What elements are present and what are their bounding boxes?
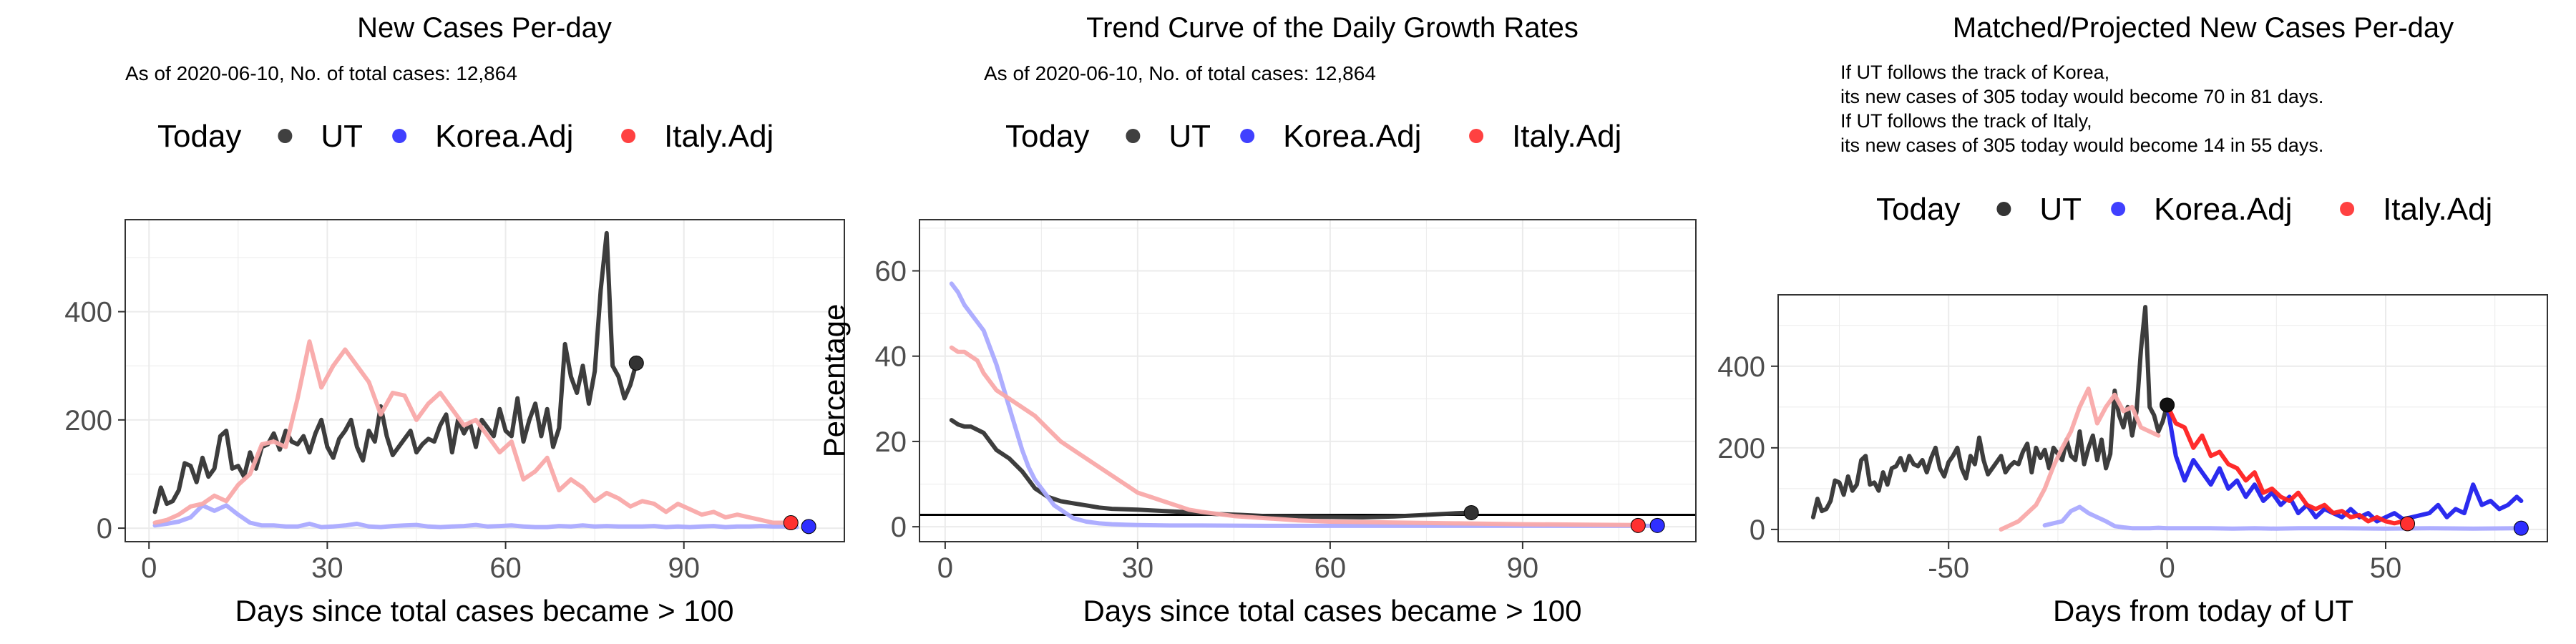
legend: Today UT Korea.Adj Italy.Adj [1005, 119, 1621, 154]
plot-border [125, 219, 845, 542]
series-line-ut [949, 418, 1474, 519]
chart-subtitle: As of 2020-06-10, No. of total cases: 12… [984, 62, 1376, 84]
y-tick-label: 200 [1717, 433, 1765, 464]
chart-panel-2: Trend Curve of the Daily Growth Rates As … [817, 12, 1697, 628]
plot-area [125, 220, 844, 542]
legend-marker-italy-adj [621, 129, 636, 143]
series-line-ut [1810, 305, 2170, 519]
x-tick-label: 90 [668, 552, 700, 584]
series-line-italy-adj [152, 339, 787, 525]
legend-label: Korea.Adj [1283, 119, 1421, 154]
legend-label: UT [2039, 192, 2082, 227]
legend: Today UT Korea.Adj Italy.Adj [157, 119, 774, 154]
legend-marker-ut [278, 129, 293, 143]
y-tick-label: 200 [64, 405, 112, 436]
chart-title: Trend Curve of the Daily Growth Rates [1086, 12, 1579, 44]
chart-panel-3: Matched/Projected New Cases Per-day If UT… [1717, 12, 2548, 628]
y-tick-label: 0 [97, 513, 112, 545]
x-tick-label: 90 [1507, 552, 1539, 584]
axis-ticks: 0 30 60 90 0 200 400 [64, 297, 700, 584]
legend-label: UT [321, 119, 363, 154]
series-line-ut [152, 230, 639, 514]
y-tick-label: 40 [875, 341, 907, 373]
legend: Today UT Korea.Adj Italy.Adj [1876, 192, 2492, 227]
y-tick-label: 60 [875, 256, 907, 288]
point-korea-adj [2513, 520, 2529, 536]
x-axis-label: Days since total cases became > 100 [1083, 594, 1582, 628]
y-tick-label: 0 [891, 512, 907, 543]
legend-marker-ut [1996, 202, 2011, 216]
series-line-italy-adj [949, 345, 1641, 527]
point-korea-adj [1649, 517, 1665, 533]
chart-subtitle: As of 2020-06-10, No. of total cases: 12… [125, 62, 517, 84]
point-italy-adj [1630, 517, 1646, 533]
x-tick-label: 60 [1314, 552, 1347, 584]
legend-marker-korea-adj [1240, 129, 1255, 143]
x-tick-label: 30 [1122, 552, 1154, 584]
legend-label: Italy.Adj [1512, 119, 1621, 154]
x-tick-label: 0 [2159, 552, 2175, 584]
x-axis-label: Days since total cases became > 100 [235, 594, 734, 628]
legend-title: Today [1876, 192, 1960, 227]
y-axis-label: Percentage [817, 304, 851, 458]
point-italy-adj [2400, 516, 2416, 532]
point-ut [1463, 504, 1479, 520]
legend-label: Korea.Adj [2154, 192, 2292, 227]
legend-title: Today [1005, 119, 1089, 154]
chart-title: New Cases Per-day [357, 12, 612, 44]
axis-ticks: -50 0 50 0 200 400 [1717, 351, 2401, 584]
point-ut [628, 355, 644, 371]
x-tick-label: 30 [311, 552, 343, 584]
plot-border [919, 219, 1697, 542]
y-tick-label: 20 [875, 426, 907, 458]
y-tick-label: 0 [1750, 514, 1765, 546]
axis-ticks: 0 30 60 90 0 20 40 60 [875, 256, 1539, 584]
legend-marker-italy-adj [1469, 129, 1484, 143]
series-line-italy-adj [1999, 386, 2161, 532]
x-tick-label: -50 [1928, 552, 1969, 584]
legend-marker-korea-adj [392, 129, 407, 143]
chart-title: Matched/Projected New Cases Per-day [1953, 12, 2454, 44]
chart-note: its new cases of 305 today would become … [1840, 135, 2323, 156]
series-line-korea-adj [152, 503, 799, 530]
legend-label: Italy.Adj [2383, 192, 2492, 227]
legend-title: Today [157, 119, 241, 154]
series-line-italy-adj-projected [2165, 403, 2410, 526]
y-tick-label: 400 [1717, 351, 1765, 383]
plot-area [919, 220, 1696, 542]
series-line-korea-adj [2042, 504, 2519, 531]
chart-panel-1: New Cases Per-day As of 2020-06-10, No. o… [64, 12, 845, 628]
legend-label: Korea.Adj [435, 119, 573, 154]
chart-note: If UT follows the track of Italy, [1840, 110, 2092, 132]
legend-label: Italy.Adj [664, 119, 774, 154]
x-tick-label: 60 [489, 552, 522, 584]
legend-marker-korea-adj [2111, 202, 2126, 216]
legend-label: UT [1169, 119, 1211, 154]
chart-note: If UT follows the track of Korea, [1840, 62, 2109, 83]
x-axis-label: Days from today of UT [2053, 594, 2353, 628]
point-ut [2160, 397, 2175, 413]
y-tick-label: 400 [64, 297, 112, 328]
point-korea-adj [801, 519, 816, 535]
point-italy-adj [783, 515, 799, 531]
x-tick-label: 0 [141, 552, 157, 584]
x-tick-label: 0 [937, 552, 953, 584]
series-line-korea-adj [949, 281, 1660, 528]
chart-note: its new cases of 305 today would become … [1840, 86, 2323, 107]
x-tick-label: 50 [2370, 552, 2402, 584]
plot-border [1777, 294, 2548, 542]
legend-marker-ut [1126, 129, 1141, 143]
legend-marker-italy-adj [2340, 202, 2355, 216]
